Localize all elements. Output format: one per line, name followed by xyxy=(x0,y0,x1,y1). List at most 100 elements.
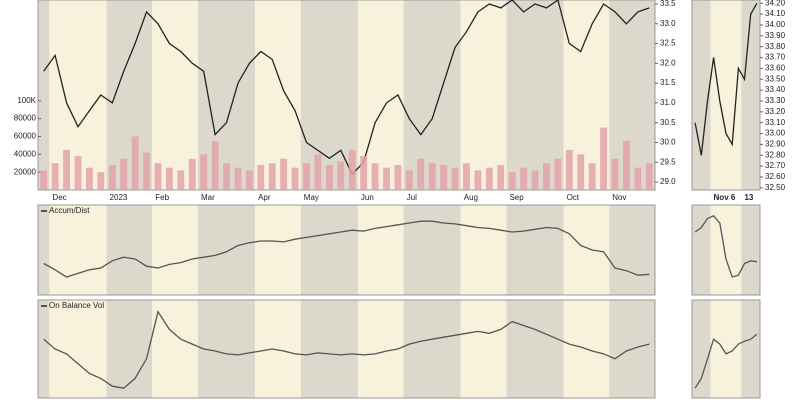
volume-bar xyxy=(588,163,596,190)
period-band xyxy=(38,205,50,295)
volume-bar xyxy=(97,172,105,190)
y-tick-label: 33.10 xyxy=(765,118,786,127)
y-tick-label: 32.90 xyxy=(765,140,786,149)
volume-bar xyxy=(451,167,459,190)
volume-bar xyxy=(120,158,128,190)
volume-bar xyxy=(177,170,185,190)
y-tick-label: 33.90 xyxy=(765,31,786,40)
x-tick-label: Aug xyxy=(464,193,478,202)
period-band xyxy=(460,205,507,295)
x-tick-label: Dec xyxy=(52,193,66,202)
volume-bar xyxy=(520,167,528,190)
panel-title: On Balance Vol xyxy=(49,301,104,310)
y-tick-label: 100K xyxy=(17,96,36,105)
y-tick-label: 33.60 xyxy=(765,64,786,73)
panel-frame xyxy=(37,299,656,399)
y-tick-label: 33.5 xyxy=(660,0,676,8)
period-band xyxy=(506,0,564,190)
x-tick-label: 13 xyxy=(744,193,753,202)
period-band xyxy=(460,300,507,398)
period-band xyxy=(403,205,461,295)
volume-bar xyxy=(485,167,493,190)
y-tick-label: 29.0 xyxy=(660,177,676,186)
period-band xyxy=(300,300,358,398)
volume-bar xyxy=(543,163,550,190)
period-band xyxy=(741,300,760,398)
period-band xyxy=(710,300,742,398)
period-band xyxy=(692,205,711,295)
y-tick-label: 32.60 xyxy=(765,172,786,181)
y-tick-label: 60000 xyxy=(14,132,37,141)
y-tick-label: 33.40 xyxy=(765,85,786,94)
x-tick-label: 2023 xyxy=(110,193,128,202)
x-tick-label: Oct xyxy=(567,193,580,202)
volume-bar xyxy=(325,165,333,190)
volume-bar xyxy=(188,158,196,190)
volume-bar xyxy=(565,149,573,190)
period-band xyxy=(38,0,50,190)
volume-bar xyxy=(405,170,413,190)
period-band xyxy=(506,205,564,295)
y-tick-label: 33.70 xyxy=(765,53,786,62)
volume-bar xyxy=(245,170,253,190)
period-band xyxy=(609,205,655,295)
volume-bar xyxy=(531,170,539,190)
period-band xyxy=(300,205,358,295)
x-tick-label: Feb xyxy=(155,193,169,202)
panel-frame xyxy=(691,299,761,399)
period-band xyxy=(106,205,153,295)
x-tick-label: Mar xyxy=(201,193,215,202)
volume-bar xyxy=(634,167,642,190)
volume-bar xyxy=(268,163,276,190)
y-tick-label: 80000 xyxy=(14,114,37,123)
volume-bar xyxy=(474,170,482,190)
volume-bar xyxy=(257,165,265,190)
volume-bar xyxy=(337,161,345,190)
volume-bar xyxy=(211,140,219,190)
y-tick-label: 33.20 xyxy=(765,107,786,116)
period-band xyxy=(49,300,107,398)
volume-bar xyxy=(348,149,356,190)
axis-gutter xyxy=(655,0,692,400)
volume-bar xyxy=(108,165,116,190)
series-line xyxy=(43,220,650,278)
period-band xyxy=(197,300,256,398)
period-band xyxy=(506,300,564,398)
period-band xyxy=(49,205,107,295)
period-band xyxy=(197,205,256,295)
period-band xyxy=(255,205,301,295)
y-tick-label: 33.00 xyxy=(765,129,786,138)
volume-bar xyxy=(554,158,562,190)
y-tick-label: 31.5 xyxy=(660,78,676,87)
volume-bar xyxy=(63,149,70,190)
period-band xyxy=(38,300,50,398)
volume-bar xyxy=(74,156,82,190)
panel-frame xyxy=(37,204,656,296)
volume-bar xyxy=(394,165,402,190)
y-tick-label: 33.80 xyxy=(765,42,786,51)
y-tick-label: 32.5 xyxy=(660,39,676,48)
volume-bar xyxy=(143,152,150,190)
y-tick-label: 33.0 xyxy=(660,19,676,28)
volume-bar xyxy=(165,167,173,190)
volume-bar xyxy=(508,172,516,190)
panel-frame xyxy=(691,0,761,191)
volume-bar xyxy=(314,154,322,190)
y-tick-label: 40000 xyxy=(14,149,37,158)
period-band xyxy=(563,205,610,295)
y-tick-label: 34.20 xyxy=(765,0,786,7)
y-tick-label: 31.0 xyxy=(660,98,676,107)
series-line xyxy=(43,310,650,389)
volume-bar xyxy=(51,163,59,190)
period-band xyxy=(741,205,760,295)
volume-bar xyxy=(131,136,139,190)
y-tick-label: 32.50 xyxy=(765,183,786,192)
volume-bar xyxy=(200,154,208,190)
volume-bar xyxy=(154,163,162,190)
period-band xyxy=(152,0,198,190)
volume-bar xyxy=(383,167,390,190)
period-band xyxy=(255,0,301,190)
period-band xyxy=(741,0,760,190)
volume-bar xyxy=(280,158,288,190)
